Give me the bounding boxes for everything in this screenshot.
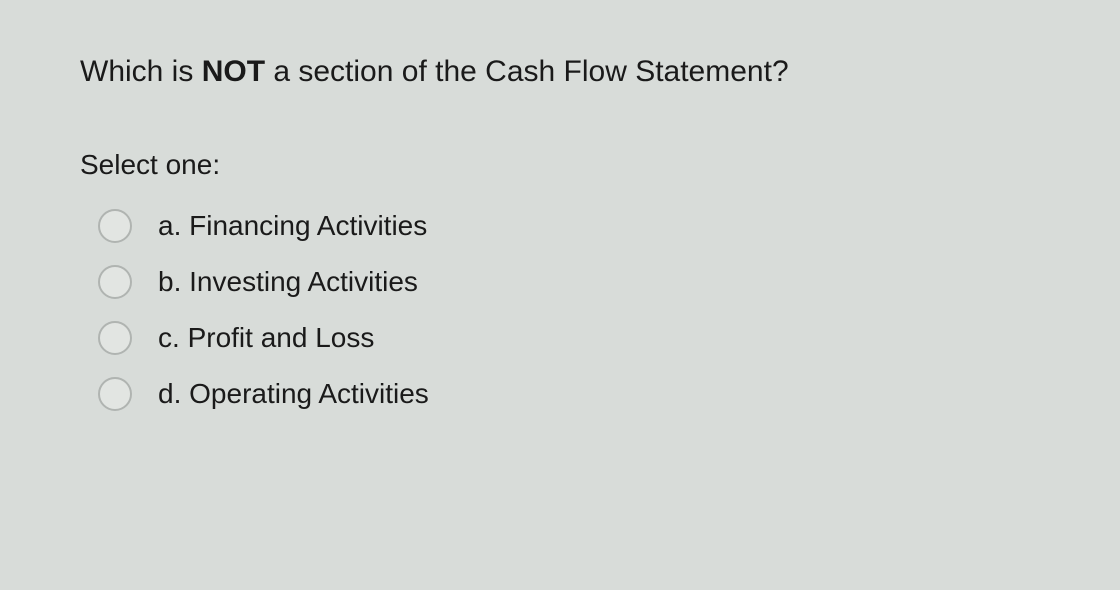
option-row-a[interactable]: a. Financing Activities [98, 209, 1040, 243]
option-letter: c. [158, 322, 180, 353]
question-text: Which is NOT a section of the Cash Flow … [80, 55, 1040, 89]
option-letter: b. [158, 266, 181, 297]
option-label-d: d. Operating Activities [158, 378, 429, 410]
option-label-c: c. Profit and Loss [158, 322, 374, 354]
radio-button-c[interactable] [98, 321, 132, 355]
select-prompt: Select one: [80, 149, 1040, 181]
option-text: Operating Activities [189, 378, 429, 409]
option-letter: d. [158, 378, 181, 409]
radio-button-a[interactable] [98, 209, 132, 243]
radio-button-d[interactable] [98, 377, 132, 411]
option-text: Investing Activities [189, 266, 418, 297]
option-letter: a. [158, 210, 181, 241]
option-label-b: b. Investing Activities [158, 266, 418, 298]
option-row-d[interactable]: d. Operating Activities [98, 377, 1040, 411]
option-label-a: a. Financing Activities [158, 210, 427, 242]
option-text: Profit and Loss [188, 322, 375, 353]
question-emphasis: NOT [202, 55, 265, 88]
question-prefix: Which is [80, 55, 202, 88]
option-text: Financing Activities [189, 210, 427, 241]
option-row-b[interactable]: b. Investing Activities [98, 265, 1040, 299]
question-suffix: a section of the Cash Flow Statement? [265, 55, 789, 88]
question-container: Which is NOT a section of the Cash Flow … [0, 0, 1120, 473]
radio-button-b[interactable] [98, 265, 132, 299]
options-list: a. Financing Activities b. Investing Act… [80, 209, 1040, 411]
option-row-c[interactable]: c. Profit and Loss [98, 321, 1040, 355]
